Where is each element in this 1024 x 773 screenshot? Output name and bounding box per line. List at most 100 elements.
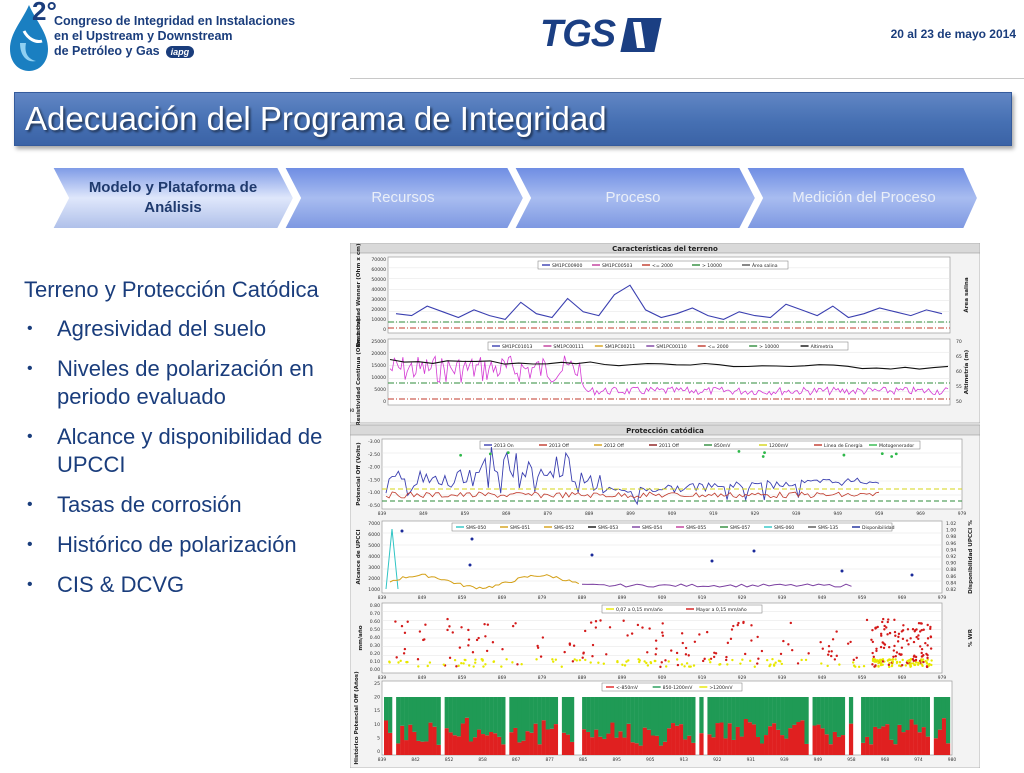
history-bar-low: [869, 744, 874, 755]
history-bar-mid: [743, 697, 749, 719]
rate-high-marker: [897, 635, 900, 639]
rate-high-marker: [693, 640, 697, 643]
legend-label: 0,07 a 0,15 mm/año: [616, 607, 663, 613]
rate-low-marker: [877, 661, 880, 665]
rate-high-marker: [870, 638, 873, 641]
availability-marker: [710, 559, 714, 563]
rate-high-marker: [732, 624, 735, 628]
legend-label: SMS-055: [686, 525, 706, 531]
rate-high-marker: [925, 665, 929, 669]
rate-high-marker: [756, 662, 759, 665]
rate-low-marker: [621, 663, 624, 667]
history-bar-low: [816, 724, 821, 755]
process-step-2[interactable]: [282, 166, 526, 230]
history-bar-low: [565, 734, 571, 755]
legend-label: SM1PC00900: [552, 263, 582, 269]
y2-tick-label: 0.94: [946, 547, 956, 553]
history-bar-mid: [485, 697, 490, 736]
rate-high-marker: [591, 643, 595, 647]
rate-high-marker: [830, 654, 833, 658]
rate-high-marker: [879, 632, 883, 636]
process-step-3[interactable]: [512, 166, 758, 230]
rate-high-marker: [898, 652, 901, 656]
rate-high-marker: [819, 640, 822, 644]
rate-high-marker: [563, 650, 566, 654]
legend-label: Disponibilidad: [862, 525, 895, 531]
rate-high-marker: [516, 663, 519, 666]
rate-low-marker: [924, 659, 927, 663]
rate-low-marker: [838, 663, 841, 666]
rate-high-marker: [684, 653, 688, 656]
bullet-item: Agresividad del suelo: [24, 315, 354, 343]
history-bar-low: [416, 740, 421, 755]
history-bar-mid: [598, 697, 603, 737]
history-bar-mid: [812, 697, 817, 726]
rate-high-marker: [571, 660, 575, 663]
history-bar-low: [836, 736, 842, 755]
rate-low-marker: [554, 658, 558, 661]
rate-high-marker: [737, 621, 740, 625]
history-bar-low: [412, 731, 417, 755]
rate-high-marker: [917, 621, 921, 625]
history-bar-mid: [553, 697, 559, 725]
rate-high-marker: [403, 631, 407, 635]
history-bar-mid: [404, 697, 409, 741]
rate-high-marker: [796, 662, 800, 665]
history-bar-low: [925, 736, 930, 755]
rate-low-marker: [708, 658, 711, 661]
y2-tick-label: 0.86: [946, 574, 956, 580]
history-bar-mid: [509, 697, 514, 733]
y2-tick-label: 1.02: [946, 521, 956, 527]
history-bar-mid: [824, 697, 829, 735]
x-tick-label: 909: [668, 511, 677, 517]
history-bar-mid: [719, 697, 724, 723]
history-bar-low: [525, 731, 530, 755]
rate-high-marker: [400, 624, 404, 628]
history-bar-mid: [561, 697, 567, 733]
history-bar-low: [662, 741, 668, 755]
rate-low-marker: [927, 664, 931, 667]
history-bar-low: [634, 743, 639, 755]
rate-low-marker: [908, 663, 911, 666]
history-bar-low: [848, 723, 854, 755]
rate-high-marker: [888, 631, 892, 635]
rate-low-marker: [616, 660, 619, 663]
history-bar-mid: [873, 697, 878, 727]
rate-low-marker: [909, 665, 912, 668]
rate-high-marker: [471, 651, 475, 654]
x-tick-label: 969: [898, 675, 907, 681]
rate-high-marker: [654, 639, 658, 642]
history-bar-low: [622, 737, 627, 755]
rate-low-marker: [889, 658, 892, 661]
rate-high-marker: [467, 628, 470, 632]
history-bar-mid: [464, 697, 470, 718]
rate-high-marker: [871, 640, 875, 644]
y2-tick-label: 0.88: [946, 567, 956, 573]
history-bar-mid: [848, 697, 854, 724]
y-tick-label: 15: [374, 708, 380, 714]
history-bar-mid: [731, 697, 736, 740]
history-bar-low: [513, 727, 518, 755]
history-bar-low: [642, 727, 647, 755]
history-bar-mid: [384, 697, 389, 721]
history-bar-low: [408, 724, 413, 755]
rate-low-marker: [667, 660, 670, 663]
conference-number: 2°: [32, 0, 57, 26]
y-tick-label: 40000: [371, 287, 386, 293]
rate-high-marker: [486, 623, 490, 626]
history-bar-mid: [869, 697, 874, 745]
process-step-1[interactable]: [50, 166, 296, 230]
x-tick-label: 852: [445, 757, 454, 763]
rate-low-marker: [692, 664, 696, 667]
rate-low-marker: [623, 664, 627, 667]
rate-high-marker: [873, 665, 876, 668]
process-step-4[interactable]: [744, 166, 980, 230]
history-bar-low: [723, 738, 728, 755]
history-bar-low: [468, 741, 474, 755]
availability-marker: [910, 573, 914, 577]
history-bar-mid: [711, 697, 716, 738]
history-bar-low: [759, 743, 765, 755]
rate-high-marker: [582, 651, 585, 654]
history-bar-low: [885, 724, 890, 755]
rate-low-marker: [463, 658, 466, 662]
